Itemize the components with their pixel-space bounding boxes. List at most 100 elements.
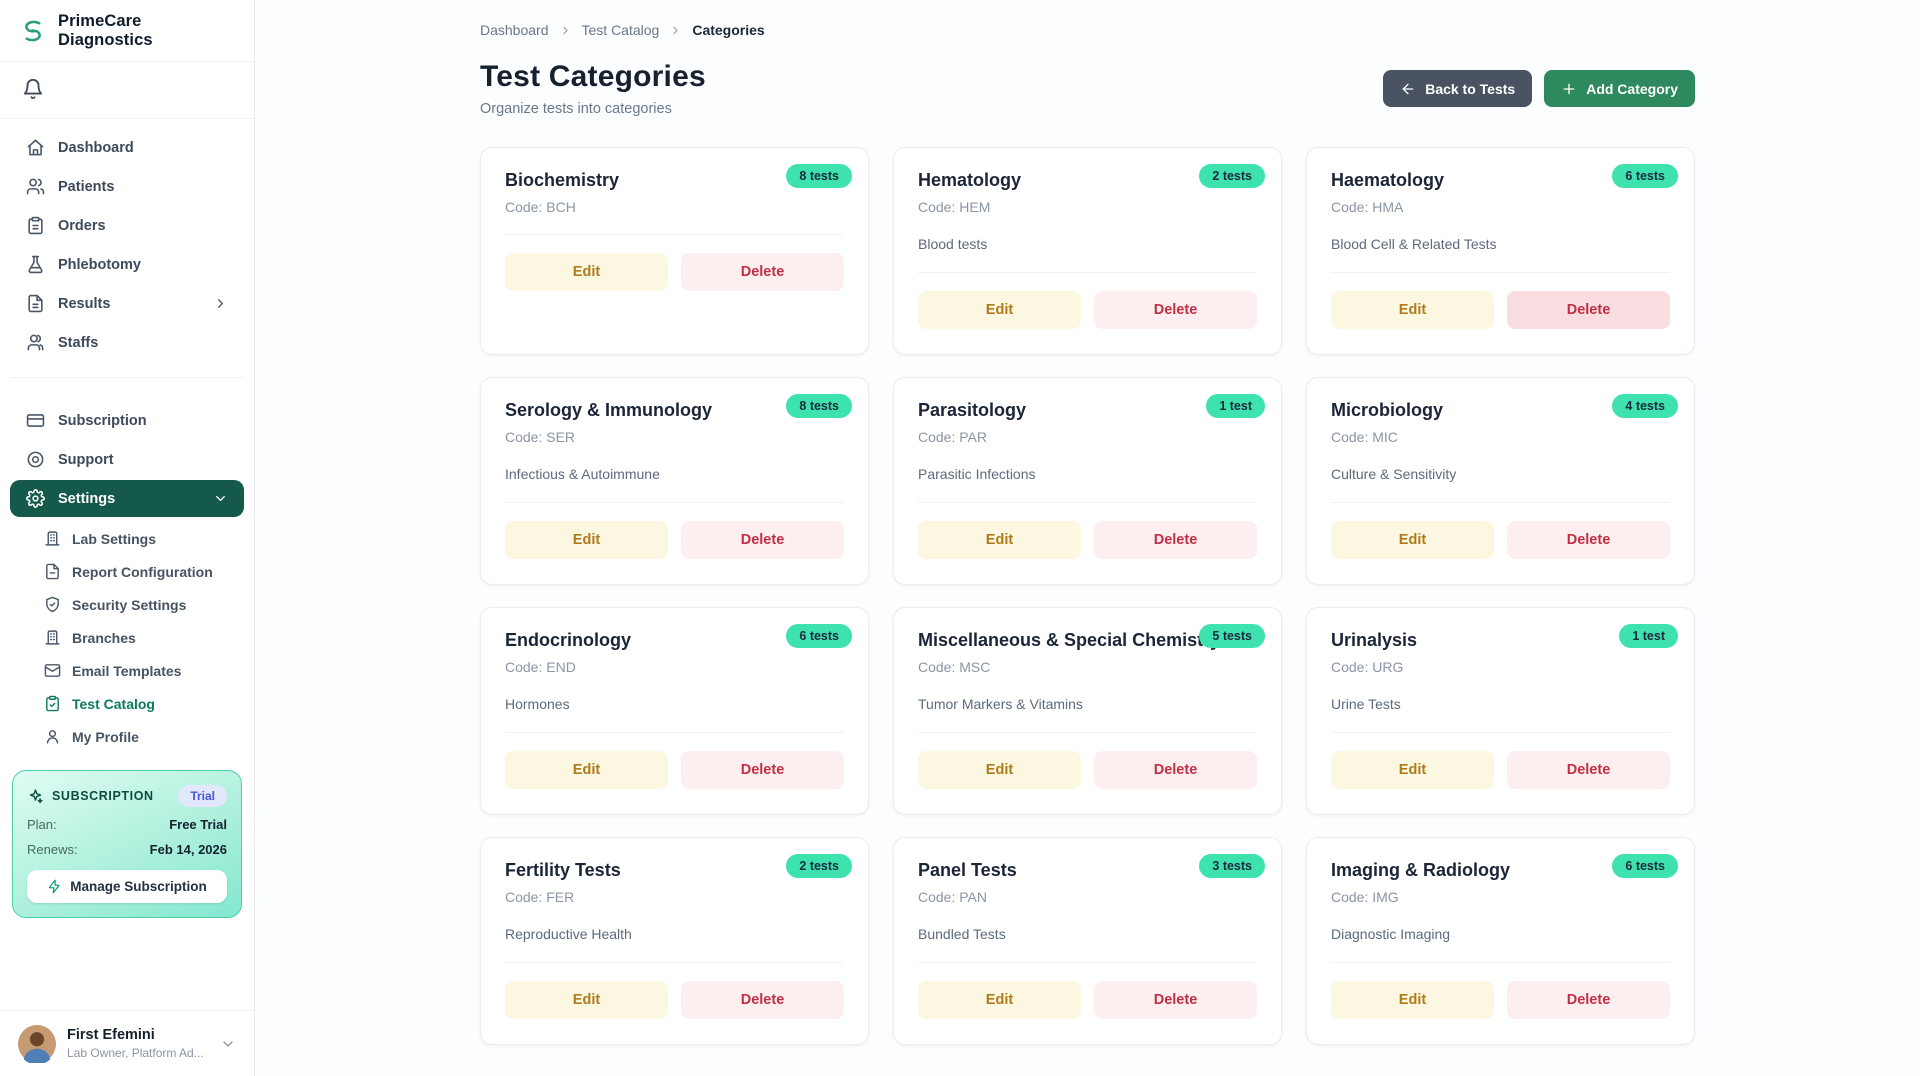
- sidebar-item-label: Email Templates: [72, 662, 182, 679]
- card-divider: [505, 732, 844, 733]
- subscription-widget: SUBSCRIPTION Trial Plan: Free Trial Rene…: [12, 770, 242, 918]
- sidebar-item-branches[interactable]: Branches: [30, 622, 244, 653]
- brand-name: PrimeCare Diagnostics: [58, 11, 153, 49]
- add-category-label: Add Category: [1586, 80, 1678, 97]
- sidebar-item-report-configuration[interactable]: Report Configuration: [30, 556, 244, 587]
- delete-button[interactable]: Delete: [1094, 751, 1257, 789]
- card-actions: Edit Delete: [918, 291, 1257, 329]
- edit-button[interactable]: Edit: [918, 981, 1081, 1019]
- sidebar-item-my-profile[interactable]: My Profile: [30, 721, 244, 752]
- test-count-badge: 3 tests: [1199, 854, 1265, 878]
- category-card-fer: Fertility Tests 2 tests Code: FER Reproduct…: [480, 837, 869, 1045]
- delete-button[interactable]: Delete: [681, 253, 844, 291]
- sidebar-item-label: Test Catalog: [72, 695, 155, 712]
- sidebar-item-label: Phlebotomy: [58, 256, 141, 273]
- user-name: First Efemini: [67, 1026, 155, 1043]
- chevron-down-icon: [220, 1036, 236, 1052]
- card-actions: Edit Delete: [505, 521, 844, 559]
- breadcrumb-item-test-catalog[interactable]: Test Catalog: [581, 22, 660, 38]
- card-divider: [505, 234, 844, 235]
- category-description: Reproductive Health: [505, 926, 632, 942]
- avatar: [18, 1024, 56, 1063]
- staffs-icon: [26, 333, 45, 352]
- sidebar-item-support[interactable]: Support: [10, 441, 244, 478]
- edit-button[interactable]: Edit: [1331, 291, 1494, 329]
- delete-button[interactable]: Delete: [1507, 751, 1670, 789]
- add-category-button[interactable]: Add Category: [1544, 70, 1695, 107]
- delete-button[interactable]: Delete: [681, 751, 844, 789]
- report-config-icon: [44, 563, 61, 580]
- results-icon: [26, 294, 45, 313]
- edit-button[interactable]: Edit: [505, 751, 668, 789]
- delete-button[interactable]: Delete: [1507, 291, 1670, 329]
- edit-button[interactable]: Edit: [918, 751, 1081, 789]
- test-count-badge: 5 tests: [1199, 624, 1265, 648]
- edit-button[interactable]: Edit: [918, 291, 1081, 329]
- edit-button[interactable]: Edit: [505, 521, 668, 559]
- sidebar-item-orders[interactable]: Orders: [10, 207, 244, 244]
- category-card-par: Parasitology 1 test Code: PAR Parasitic Inf…: [893, 377, 1282, 585]
- edit-button[interactable]: Edit: [1331, 751, 1494, 789]
- page-header-text: Test Categories Organize tests into cate…: [480, 60, 706, 117]
- category-card-img: Imaging & Radiology 6 tests Code: IMG Diagn…: [1306, 837, 1695, 1045]
- edit-button[interactable]: Edit: [505, 253, 668, 291]
- delete-button[interactable]: Delete: [681, 981, 844, 1019]
- category-name: Urinalysis: [1331, 630, 1418, 650]
- settings-icon: [26, 489, 45, 508]
- nav-divider: [10, 377, 244, 378]
- delete-button[interactable]: Delete: [1507, 521, 1670, 559]
- category-card-ser: Serology & Immunology 8 tests Code: SER Inf…: [480, 377, 869, 585]
- test-count-badge: 2 tests: [1199, 164, 1265, 188]
- category-code: Code: END: [505, 659, 576, 675]
- user-menu[interactable]: First Efemini Lab Owner, Platform Ad...: [0, 1010, 254, 1076]
- delete-button[interactable]: Delete: [681, 521, 844, 559]
- edit-button[interactable]: Edit: [918, 521, 1081, 559]
- sidebar-item-email-templates[interactable]: Email Templates: [30, 655, 244, 686]
- sidebar-item-phlebotomy[interactable]: Phlebotomy: [10, 246, 244, 283]
- bell-icon[interactable]: [22, 78, 44, 100]
- sidebar-item-results[interactable]: Results: [10, 285, 244, 322]
- edit-button[interactable]: Edit: [505, 981, 668, 1019]
- category-description: Tumor Markers & Vitamins: [918, 696, 1083, 712]
- card-divider: [1331, 732, 1670, 733]
- test-count-badge: 1 test: [1206, 394, 1265, 418]
- breadcrumb: Dashboard Test Catalog Categories: [480, 22, 1695, 38]
- card-actions: Edit Delete: [918, 751, 1257, 789]
- plan-row: Plan: Free Trial: [27, 817, 227, 832]
- sidebar-item-label: Settings: [58, 490, 116, 507]
- breadcrumb-item-dashboard[interactable]: Dashboard: [480, 22, 549, 38]
- delete-button[interactable]: Delete: [1094, 521, 1257, 559]
- delete-button[interactable]: Delete: [1094, 981, 1257, 1019]
- sidebar-item-dashboard[interactable]: Dashboard: [10, 129, 244, 166]
- sidebar-item-lab-settings[interactable]: Lab Settings: [30, 523, 244, 554]
- category-name: Imaging & Radiology: [1331, 860, 1511, 880]
- sidebar-item-label: My Profile: [72, 728, 139, 745]
- sidebar-item-settings[interactable]: Settings: [10, 480, 244, 517]
- home-icon: [26, 138, 45, 157]
- category-card-end: Endocrinology 6 tests Code: END Hormones Edi…: [480, 607, 869, 815]
- card-divider: [505, 502, 844, 503]
- category-name: Serology & Immunology: [505, 400, 713, 420]
- category-name: Endocrinology: [505, 630, 631, 650]
- card-divider: [505, 962, 844, 963]
- manage-subscription-button[interactable]: Manage Subscription: [27, 870, 227, 903]
- sidebar-item-staffs[interactable]: Staffs: [10, 324, 244, 361]
- sidebar-item-security-settings[interactable]: Security Settings: [30, 589, 244, 620]
- delete-button[interactable]: Delete: [1094, 291, 1257, 329]
- edit-button[interactable]: Edit: [1331, 981, 1494, 1019]
- page-header: Test Categories Organize tests into cate…: [480, 60, 1695, 117]
- edit-button[interactable]: Edit: [1331, 521, 1494, 559]
- category-name: Panel Tests: [918, 860, 1017, 880]
- sidebar-item-subscription[interactable]: Subscription: [10, 402, 244, 439]
- delete-button[interactable]: Delete: [1507, 981, 1670, 1019]
- sidebar-item-test-catalog[interactable]: Test Catalog: [30, 688, 244, 719]
- test-count-badge: 6 tests: [786, 624, 852, 648]
- plus-icon: [1561, 81, 1577, 97]
- back-to-tests-button[interactable]: Back to Tests: [1383, 70, 1533, 107]
- category-name: Microbiology: [1331, 400, 1443, 420]
- sidebar-item-patients[interactable]: Patients: [10, 168, 244, 205]
- subscription-icon: [26, 411, 45, 430]
- category-card-urg: Urinalysis 1 test Code: URG Urine Tests Edit…: [1306, 607, 1695, 815]
- category-card-hma: Haematology 6 tests Code: HMA Blood Cell & …: [1306, 147, 1695, 355]
- category-code: Code: URG: [1331, 659, 1404, 675]
